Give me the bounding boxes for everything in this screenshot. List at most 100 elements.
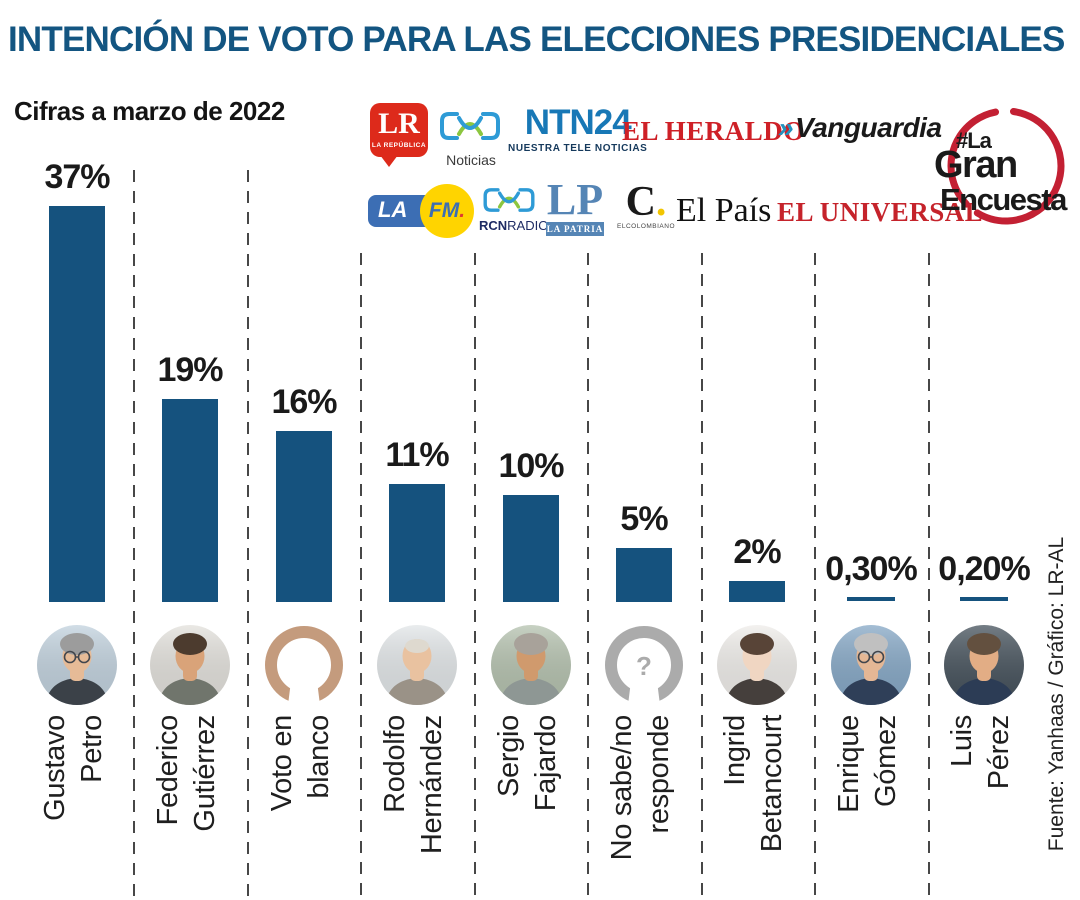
candidate-column: 0,30% Enrique Gómez [814, 0, 928, 900]
logo-gran-encuesta: #La Gran Encuesta [930, 100, 1080, 242]
dashed-separator [247, 170, 249, 900]
percent-label: 11% [385, 436, 449, 474]
candidate-name: Luis Pérez [944, 715, 1024, 900]
logo-ntn24: NTN24 NUESTRA TELE NOTICIAS [508, 103, 648, 154]
candidate-column: 37% Gustavo Petro [20, 0, 134, 900]
candidate-avatar [377, 625, 457, 705]
logo-la-fm: LA FM. [368, 182, 474, 240]
bar [49, 206, 105, 602]
candidate-avatar [944, 625, 1024, 705]
candidate-name-line2: Hernández [416, 715, 448, 855]
logo-rcn-noticias: Noticias [437, 106, 505, 168]
candidate-name-line2: Petro [76, 715, 108, 783]
ntn24-tagline: NUESTRA TELE NOTICIAS [508, 143, 648, 154]
gran-encuesta-line3: Encuesta [940, 182, 1067, 217]
dashed-separator [360, 253, 362, 900]
candidate-name: Ingrid Betancourt [717, 715, 797, 900]
candidate-name: No sabe/no responde [604, 715, 684, 900]
logo-rcn-radio: RCNRADIO [479, 183, 548, 233]
candidate-column: 16% Voto en blanco [247, 0, 361, 900]
rcn-radio-radio: RADIO [507, 218, 549, 233]
candidate-avatar [831, 625, 911, 705]
candidate-column: 19% Federico Gutiérrez [133, 0, 247, 900]
candidate-avatar: ? [604, 625, 684, 705]
la-fm-la: LA [378, 197, 408, 222]
logo-el-pais: El País [676, 192, 772, 229]
candidate-avatar [491, 625, 571, 705]
candidate-column: 10% Sergio Fajardo [474, 0, 588, 900]
percent-label: 2% [733, 533, 781, 571]
gran-encuesta-line2: Gran [934, 144, 1018, 186]
logo-el-heraldo: EL HERALDO [622, 116, 805, 146]
la-patria-initials: LP [546, 175, 604, 224]
bar [960, 597, 1008, 601]
percent-label: 37% [44, 158, 110, 196]
dashed-separator [701, 253, 703, 900]
candidate-column: 2% Ingrid Betancourt [700, 0, 814, 900]
subtitle-date: Cifras a marzo de 2022 [14, 96, 285, 126]
la-patria-banner: LA PATRIA [546, 222, 604, 236]
candidate-name-line1: Sergio [493, 715, 525, 798]
percent-label: 5% [620, 500, 668, 538]
candidate-name: Federico Gutiérrez [150, 715, 230, 900]
logo-el-colombiano: C. ELCOLOMBIANO [617, 181, 676, 230]
rcn-mark-icon [440, 112, 500, 140]
el-colombiano-wordmark: ELCOLOMBIANO [617, 223, 676, 230]
percent-label: 0,30% [825, 550, 917, 588]
logo-la-republica: LR LA REPÚBLICA [370, 103, 428, 167]
speech-tail-icon [380, 155, 398, 167]
candidate-name-line2: Fajardo [530, 715, 562, 812]
candidate-avatar [717, 625, 797, 705]
candidate-column: 5% ? No sabe/no responde [587, 0, 701, 900]
logo-el-universal: EL UNIVERSAL [777, 197, 984, 227]
candidate-name: Voto en blanco [264, 715, 344, 900]
candidate-name-line1: Rodolfo [379, 715, 411, 813]
candidate-name-line2: Gutiérrez [189, 715, 221, 832]
candidate-name: Rodolfo Hernández [377, 715, 457, 900]
candidate-name: Gustavo Petro [37, 715, 117, 900]
logo-vanguardia: »Vanguardia [778, 112, 942, 144]
candidate-name-line2: Gómez [870, 715, 902, 807]
la-fm-fm: FM [428, 199, 460, 222]
candidate-column: 0,20% Luis Pérez [927, 0, 1041, 900]
candidate-name: Enrique Gómez [831, 715, 911, 900]
rcn-radio-rcn: RCN [479, 218, 508, 233]
source-credit: Fuente: Yanhaas / Gráfico: LR-AL [1045, 536, 1068, 852]
dashed-separator [133, 170, 135, 900]
percent-label: 16% [271, 383, 337, 421]
rcn-radio-mark-icon [483, 188, 535, 212]
candidate-name-line2: blanco [303, 715, 335, 799]
candidate-name-line1: Gustavo [39, 715, 71, 821]
la-republica-initials: LR [378, 107, 420, 140]
page-title: INTENCIÓN DE VOTO PARA LAS ELECCIONES PR… [8, 20, 1065, 59]
gran-encuesta-circle-icon [947, 107, 1065, 225]
candidate-name-line1: Luis [946, 715, 978, 767]
candidate-name-line2: Pérez [983, 715, 1015, 790]
bar [503, 495, 559, 602]
bar [616, 548, 672, 602]
la-republica-wordmark: LA REPÚBLICA [371, 142, 427, 149]
candidate-name: Sergio Fajardo [491, 715, 571, 900]
candidate-name-line2: responde [643, 715, 675, 834]
bar [389, 484, 445, 602]
candidate-avatar [150, 625, 230, 705]
el-colombiano-c: C [625, 179, 656, 225]
candidate-name-line1: Federico [152, 715, 184, 826]
candidate-column: 11% Rodolfo Hernández [360, 0, 474, 900]
bar [847, 597, 895, 601]
percent-label: 19% [157, 351, 223, 389]
bar [729, 581, 785, 602]
percent-label: 10% [498, 447, 564, 485]
vanguardia-wordmark: Vanguardia [795, 112, 942, 143]
la-republica-bubble-icon: LR LA REPÚBLICA [370, 103, 428, 167]
candidate-name-line1: No sabe/no [606, 715, 638, 861]
candidate-name-line2: Betancourt [756, 715, 788, 853]
dashed-separator [928, 253, 930, 900]
la-fm-dot: . [459, 199, 466, 222]
ntn24-wordmark: NTN24 [524, 103, 632, 142]
candidate-name-line1: Ingrid [719, 715, 751, 786]
bar [276, 431, 332, 602]
candidate-avatar [37, 625, 117, 705]
percent-label: 0,20% [938, 550, 1030, 588]
